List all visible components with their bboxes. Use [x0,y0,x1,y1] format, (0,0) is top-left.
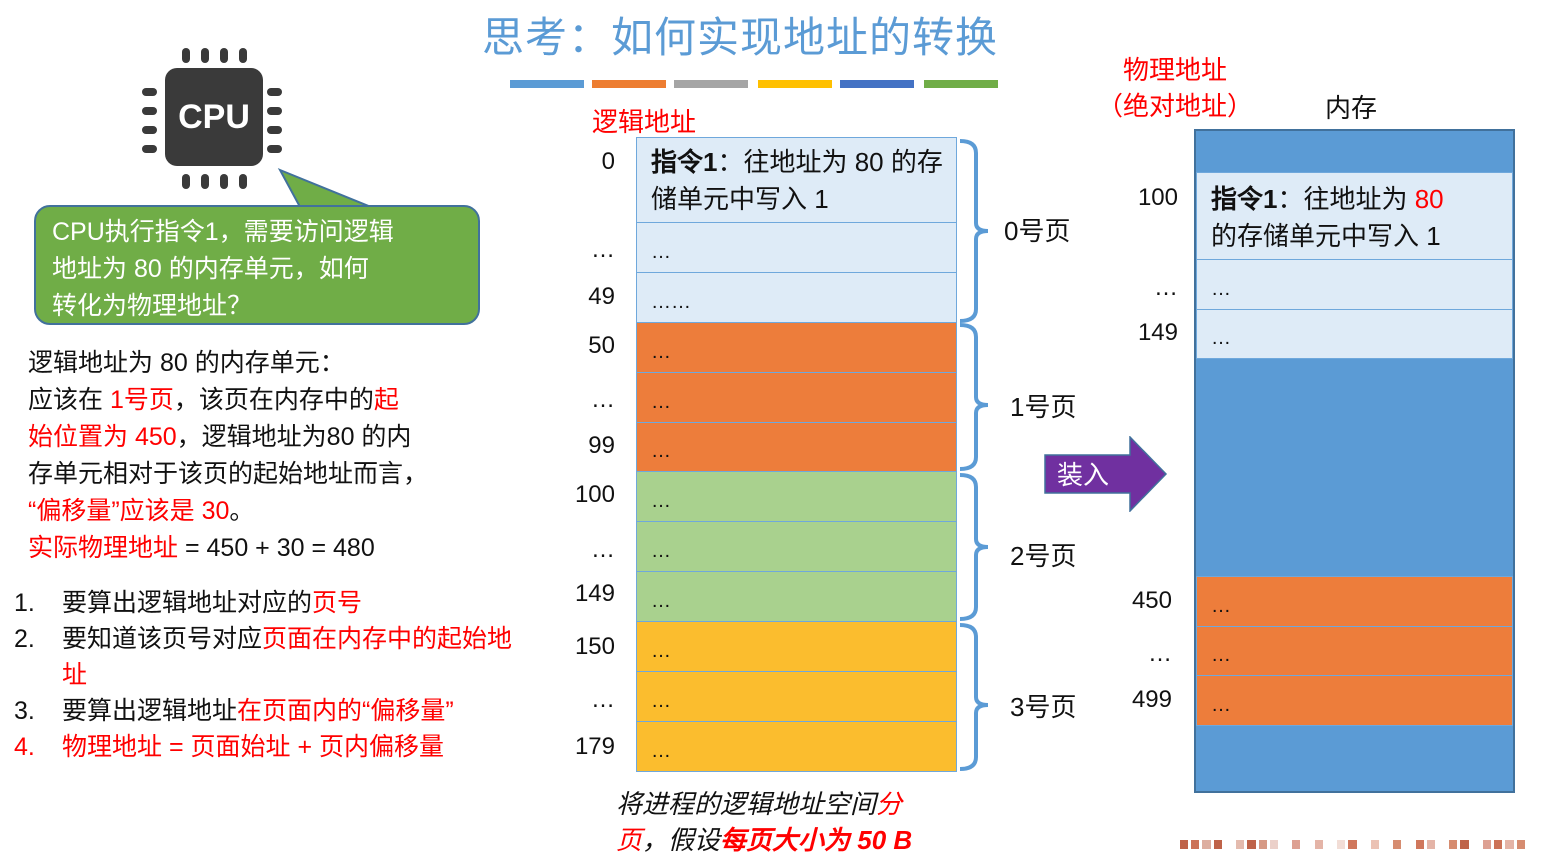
logical-addr: 99 [588,432,615,459]
table-row: … [636,521,957,572]
title-bar-orange [592,80,666,88]
cpu-label: CPU [165,68,263,166]
paging-caption: 将进程的逻辑地址空间分 页，假设每页大小为 50 B [616,789,913,855]
step-item: 1. 要算出逻辑地址对应的页号 [14,589,363,617]
brace-icon [959,139,989,323]
memory-row: … [1196,675,1513,726]
logical-addr: … [591,686,615,713]
step-item: 3. 要算出逻辑地址在页面内的“偏移量” [14,697,454,725]
page-3-label: 3号页 [1010,692,1077,722]
slide-title: 思考：如何实现地址的转换 [482,13,999,62]
table-row: …… [636,272,957,323]
explain-line-2: 应该在 1号页，该页在内存中的起 [28,386,399,414]
brace-icon [959,473,989,621]
explain-line-3: 始位置为 450，逻辑地址为80 的内 [28,423,412,451]
explain-line-5: “偏移量”应该是 30。 [28,497,255,525]
page-braces [959,139,989,771]
page-2-label: 2号页 [1010,541,1077,571]
title-bar-darkblue [840,80,914,88]
cpu-chip-icon: CPU [138,44,286,192]
title-bar-blue [510,80,584,88]
table-row: 指令1：往地址为 80 的存储单元中写入 1 [636,137,957,223]
title-bar-yellow [758,80,832,88]
bubble-line-1: CPU执行指令1，需要访问逻辑 [52,218,394,246]
table-row: … [636,471,957,522]
table-row: … [636,571,957,622]
title-bar-gray [674,80,748,88]
logical-addr: 49 [588,283,615,310]
load-arrow-icon [1044,436,1168,512]
table-row: … [636,671,957,722]
explain-line-4: 存单元相对于该页的起始地址而言， [28,460,429,488]
explain-line-6: 实际物理地址 = 450 + 30 = 480 [28,534,375,562]
brace-icon [959,623,989,771]
speech-bubble: CPU执行指令1，需要访问逻辑 地址为 80 的内存单元，如何 转化为物理地址？ [34,205,480,325]
memory-row: … [1196,309,1513,359]
logical-addr: 149 [574,580,615,607]
table-row: … [636,621,957,672]
page-0-label: 0号页 [1004,216,1071,246]
table-row: … [636,422,957,472]
explanation-text: 逻辑地址为 80 的内存单元： 应该在 1号页，该页在内存中的起 始位置为 45… [28,345,528,567]
bubble-line-2: 地址为 80 的内存单元，如何 [52,255,369,283]
logical-addr: … [591,236,615,263]
memory-block: 指令1：往地址为 80 的存储单元中写入 1 … … … … … [1194,129,1515,793]
physical-addr: … [1148,640,1172,667]
physical-addr: 499 [1131,686,1172,713]
page-1-label: 1号页 [1010,392,1077,422]
load-arrow-label: 装入 [1057,460,1110,490]
logical-addr: 150 [574,633,615,660]
table-row: … [636,222,957,273]
step-item: 2. 要知道该页号对应页面在内存中的起始地址 [14,625,513,689]
memory-title: 内存 [1325,93,1378,123]
table-row: … [636,721,957,772]
physical-addr: 149 [1137,319,1178,346]
physical-addr: 100 [1137,184,1178,211]
memory-row: … [1196,576,1513,627]
steps-list: 1. 要算出逻辑地址对应的页号 2. 要知道该页号对应页面在内存中的起始地址 3… [14,585,524,765]
logical-addr: 50 [588,332,615,359]
brace-icon [959,323,989,471]
memory-row: … [1196,626,1513,676]
logical-addr: … [591,536,615,563]
physical-addr: … [1154,274,1178,301]
logical-addr: 179 [574,733,615,760]
physical-address-header: 物理地址 （绝对地址） [1096,55,1253,121]
logical-addr: 0 [601,148,615,175]
explain-line-1: 逻辑地址为 80 的内存单元： [28,349,345,377]
obscured-watermark [1180,840,1525,856]
bubble-line-3: 转化为物理地址？ [52,292,253,320]
memory-row: 指令1：往地址为 80 的存储单元中写入 1 [1196,172,1513,260]
title-bar-green [924,80,998,88]
logical-address-label: 逻辑地址 [592,107,697,137]
table-row: … [636,372,957,423]
table-row: … [636,322,957,373]
physical-addr: 450 [1131,587,1172,614]
logical-addr: … [591,386,615,413]
memory-row: … [1196,259,1513,310]
step-item: 4. 物理地址 = 页面始址 + 页内偏移量 [14,733,444,761]
logical-addr: 100 [574,481,615,508]
